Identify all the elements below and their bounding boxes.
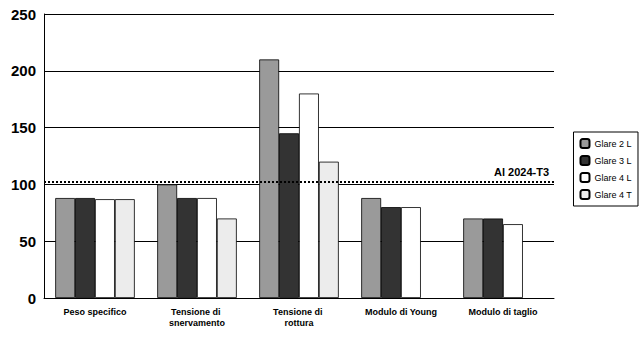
svg-text:200: 200 xyxy=(11,62,36,79)
svg-text:Glare 4 T: Glare 4 T xyxy=(594,190,632,200)
svg-text:Al 2024-T3: Al 2024-T3 xyxy=(494,166,549,178)
svg-text:snervamento: snervamento xyxy=(169,318,226,328)
svg-text:150: 150 xyxy=(11,119,36,136)
svg-text:Glare 4 L: Glare 4 L xyxy=(594,173,631,183)
svg-text:Glare 2 L: Glare 2 L xyxy=(594,139,631,149)
svg-text:rottura: rottura xyxy=(285,318,315,328)
svg-text:Modulo di taglio: Modulo di taglio xyxy=(469,307,538,317)
svg-text:Glare 3 L: Glare 3 L xyxy=(594,156,631,166)
svg-text:100: 100 xyxy=(11,176,36,193)
svg-text:250: 250 xyxy=(11,6,36,23)
svg-text:Peso specifico: Peso specifico xyxy=(63,307,127,317)
svg-text:50: 50 xyxy=(19,233,36,250)
svg-text:Tensione di: Tensione di xyxy=(273,307,325,317)
svg-text:Modulo di Young: Modulo di Young xyxy=(365,307,437,317)
svg-text:0: 0 xyxy=(28,290,36,307)
svg-text:Tensione di: Tensione di xyxy=(171,307,223,317)
